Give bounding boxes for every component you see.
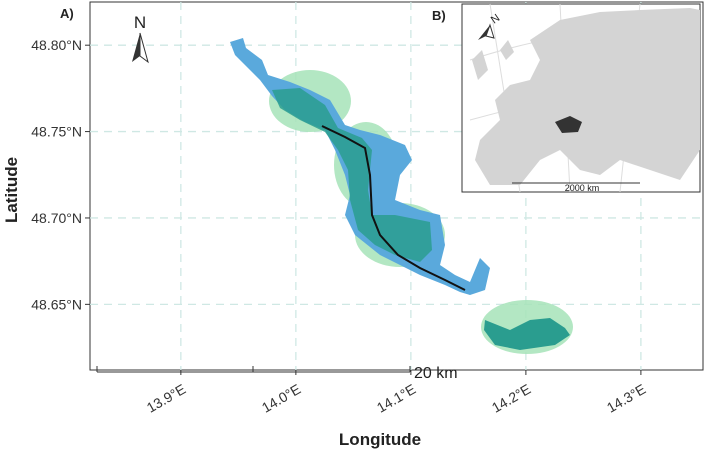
x-tick-label: 13.9°E	[144, 381, 189, 416]
water-body	[484, 318, 570, 350]
north-arrow	[139, 32, 149, 64]
scale-label: 2000 km	[565, 183, 600, 193]
north-arrow	[478, 25, 490, 40]
panel-label: A)	[60, 6, 74, 21]
x-tick-label: 14.1°E	[374, 381, 419, 416]
scale-bar	[96, 366, 411, 373]
y-tick-label: 48.65°N	[31, 296, 82, 312]
inset: B) N 2000 km	[432, 3, 701, 193]
water-body	[272, 88, 432, 262]
y-tick-label: 48.80°N	[31, 37, 82, 53]
y-tick-label: 48.70°N	[31, 210, 82, 226]
north-label: N	[134, 13, 146, 32]
europe	[472, 40, 514, 80]
reservoir	[230, 38, 573, 354]
x-axis-title: Longitude	[339, 430, 421, 449]
x-tick-label: 14.0°E	[259, 381, 304, 416]
europe	[475, 8, 700, 185]
study-country	[555, 116, 582, 133]
y-axis-title: Latitude	[2, 157, 21, 223]
river-line	[321, 125, 466, 291]
y-tick-label: 48.75°N	[31, 124, 82, 140]
panel-label: B)	[432, 8, 446, 23]
x-tick-label: 14.2°E	[489, 381, 534, 416]
scale-label: 20 km	[414, 365, 458, 382]
x-tick-label: 14.3°E	[604, 381, 649, 416]
north-arrow	[485, 23, 495, 39]
north-arrow	[132, 33, 140, 62]
